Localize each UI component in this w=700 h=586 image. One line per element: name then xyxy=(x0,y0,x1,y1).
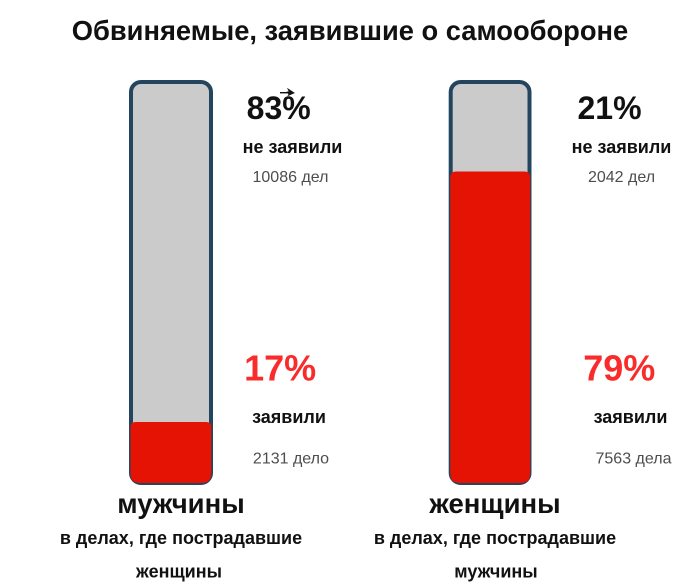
svg-text:7563 дела: 7563 дела xyxy=(596,451,672,468)
svg-text:2042 дел: 2042 дел xyxy=(588,169,655,186)
svg-text:женщины: женщины xyxy=(135,561,222,581)
svg-text:79%: 79% xyxy=(583,348,655,389)
svg-text:мужчины: мужчины xyxy=(117,488,244,519)
svg-text:женщины: женщины xyxy=(428,488,560,519)
svg-text:Обвиняемые, заявившие о самооб: Обвиняемые, заявившие о самообороне xyxy=(72,15,628,46)
svg-text:в делах, где пострадавшие: в делах, где пострадавшие xyxy=(374,528,616,548)
svg-text:мужчины: мужчины xyxy=(454,561,537,581)
svg-text:17%: 17% xyxy=(244,348,316,389)
svg-text:заявили: заявили xyxy=(594,407,668,427)
svg-text:21%: 21% xyxy=(577,90,641,126)
svg-text:не заявили: не заявили xyxy=(572,137,672,157)
svg-text:83%: 83% xyxy=(247,90,311,126)
svg-text:2131 дело: 2131 дело xyxy=(253,451,329,468)
svg-text:в делах, где пострадавшие: в делах, где пострадавшие xyxy=(60,528,302,548)
svg-text:не заявили: не заявили xyxy=(243,137,343,157)
svg-text:заявили: заявили xyxy=(252,407,326,427)
svg-text:10086 дел: 10086 дел xyxy=(253,169,329,186)
